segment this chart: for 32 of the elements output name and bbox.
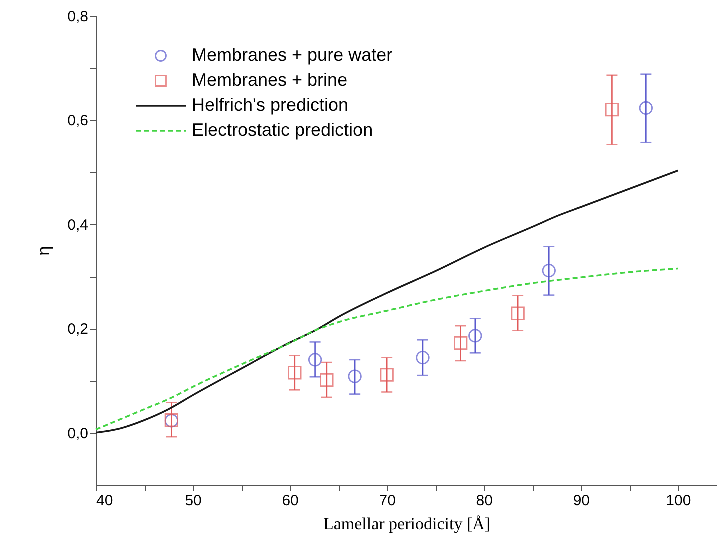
point — [605, 102, 620, 117]
x-tick-label: 80 — [476, 492, 493, 510]
point — [454, 336, 468, 350]
point — [380, 368, 394, 382]
x-tick-label: 60 — [282, 492, 299, 510]
point — [348, 370, 362, 384]
y-tick-label: 0,8 — [68, 8, 88, 26]
point — [320, 373, 334, 388]
point — [468, 329, 482, 343]
point — [511, 306, 525, 320]
x-tick-label: 70 — [379, 492, 396, 510]
legend-label: Membranes + pure water — [192, 45, 393, 65]
point — [542, 264, 556, 278]
legend-label: Electrostatic prediction — [192, 120, 374, 140]
y-axis-title: η — [34, 246, 54, 256]
x-axis-title: Lamellar periodicity [Å] — [323, 514, 491, 534]
legend-label: Membranes + brine — [192, 70, 348, 90]
point — [639, 101, 653, 116]
x-tick-label: 50 — [185, 492, 202, 510]
y-tick-label: 0,6 — [68, 112, 88, 130]
x-tick-label: 100 — [666, 492, 692, 510]
point — [288, 366, 302, 380]
legend-label: Helfrich's prediction — [192, 95, 348, 115]
line-series — [95, 170, 680, 434]
line-series — [95, 268, 680, 431]
y-tick-label: 0,2 — [68, 321, 88, 338]
x-tick-label: 40 — [96, 492, 114, 510]
point — [308, 353, 322, 367]
y-tick-label: 0,4 — [68, 216, 88, 234]
y-tick-label: 0,0 — [68, 425, 88, 442]
x-tick-label: 90 — [573, 492, 590, 510]
point — [416, 351, 430, 365]
